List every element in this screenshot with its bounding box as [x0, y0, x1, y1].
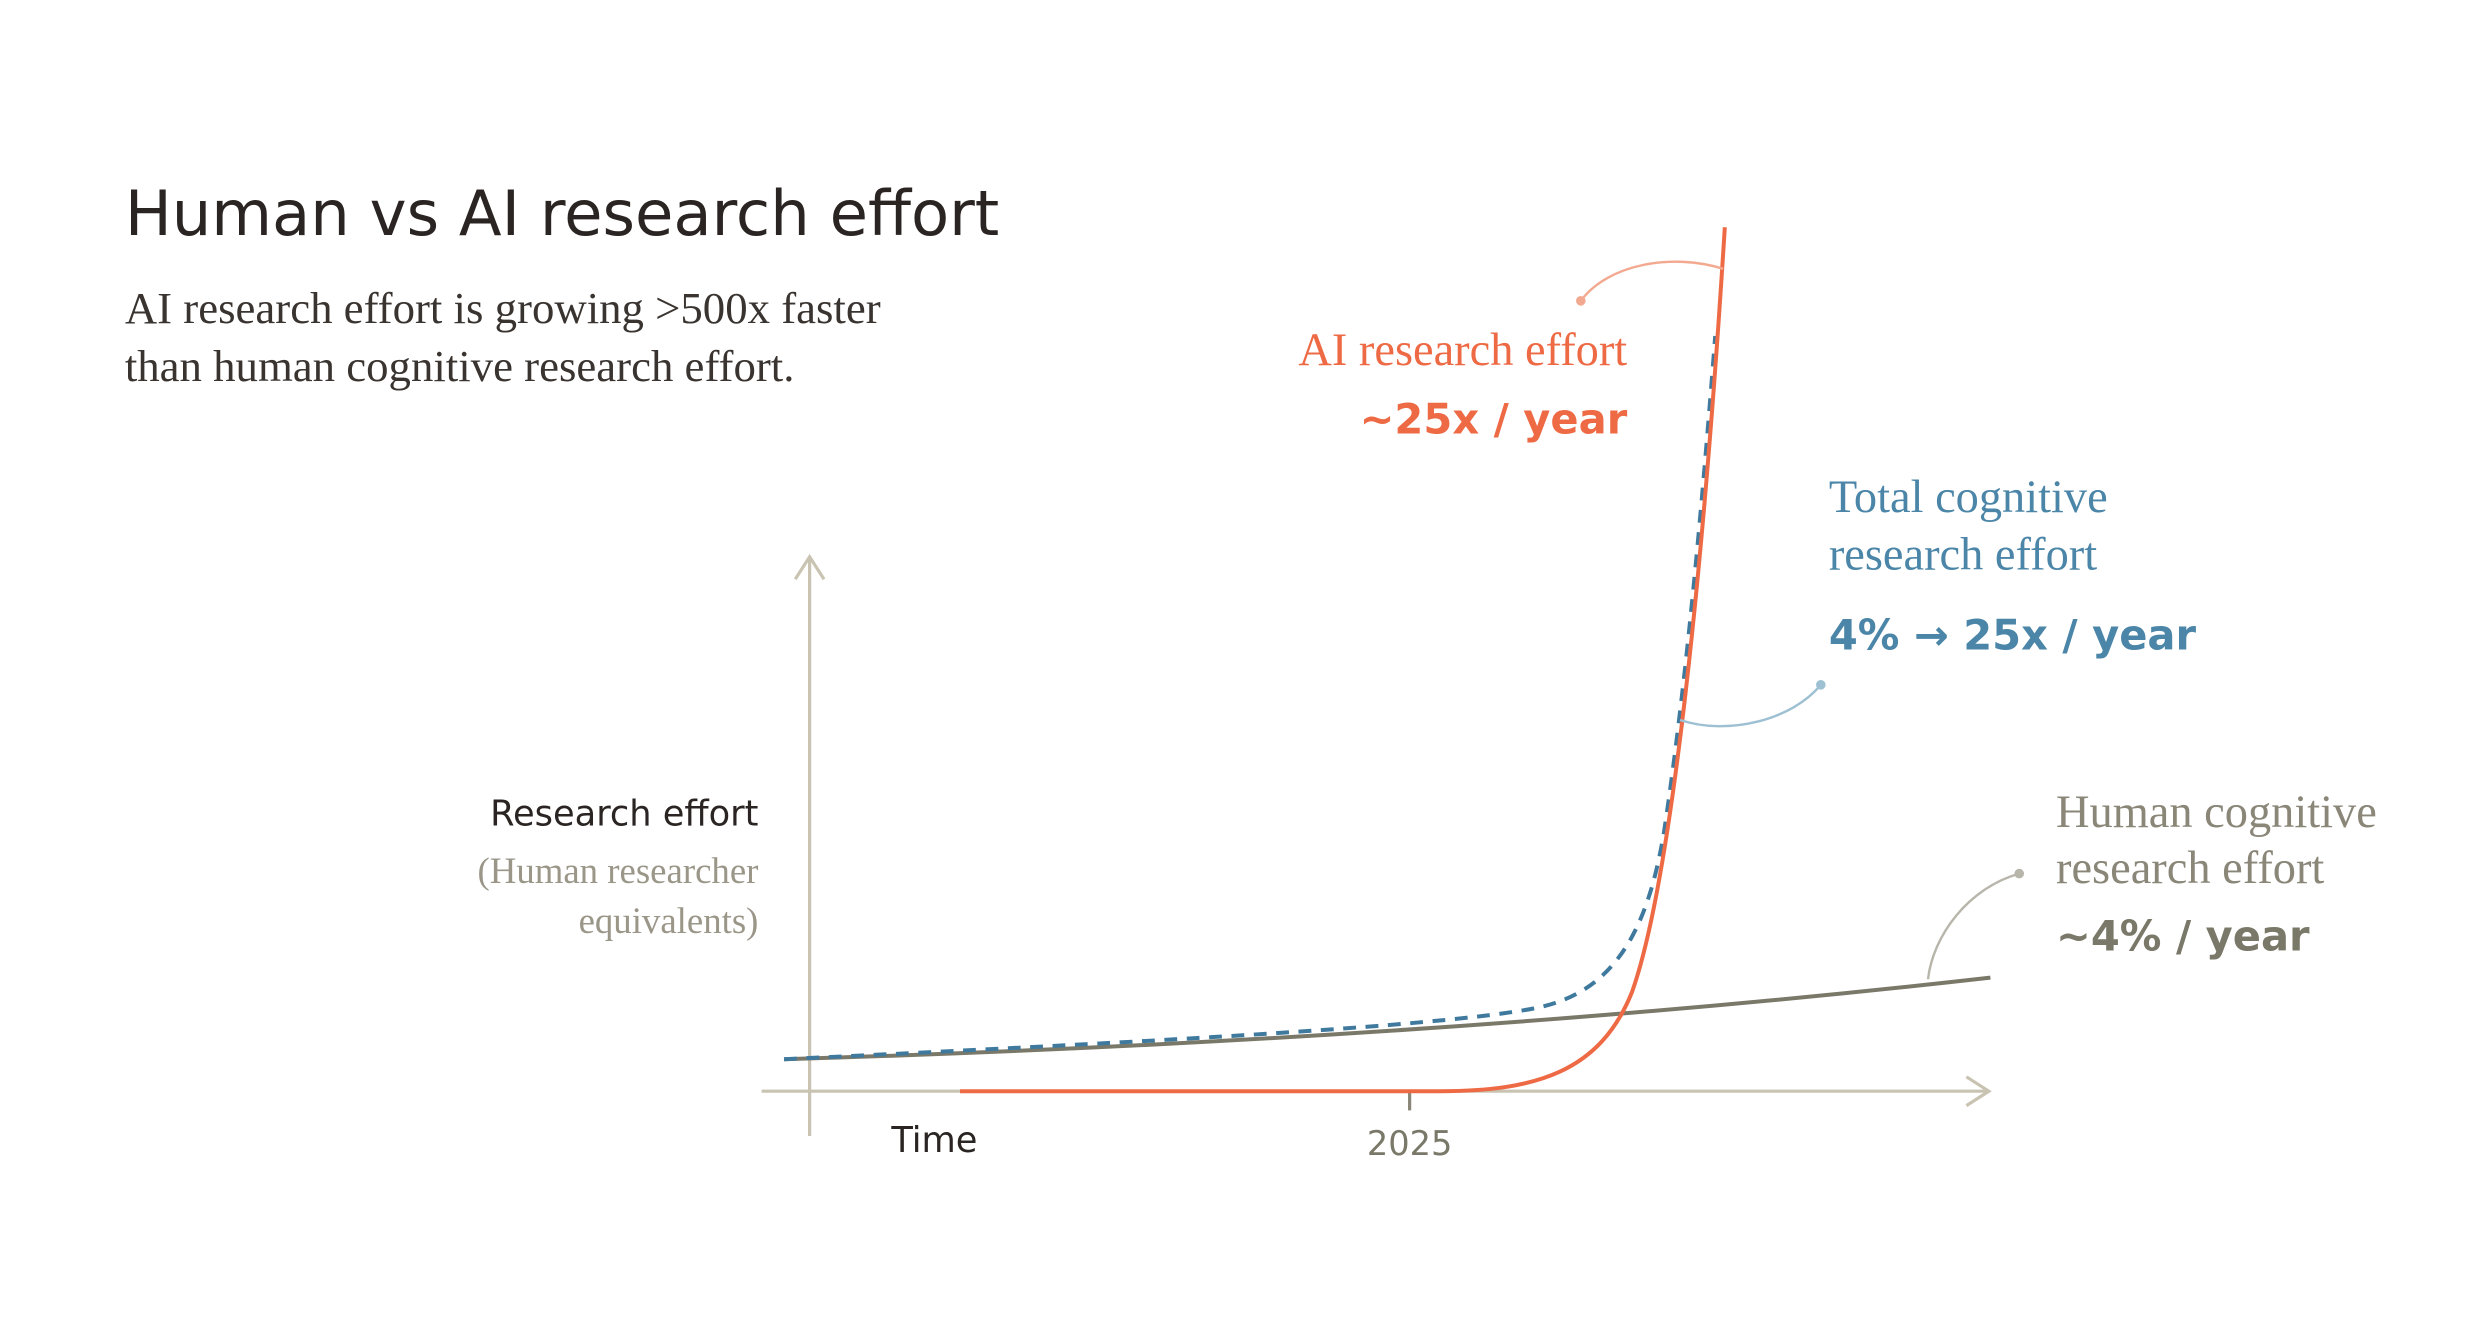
ai-curve	[960, 227, 1727, 1094]
connector-dot	[1816, 680, 1826, 690]
subtitle-line: than human cognitive research effort.	[125, 341, 795, 391]
annotation-name: AI research effort	[1298, 325, 1627, 376]
subtitle-line: AI research effort is growing >500x fast…	[125, 283, 881, 333]
y-axis-label: Research effort	[490, 794, 758, 835]
connector-dot	[1576, 296, 1586, 306]
y-axis-sublabel: (Human researcher	[477, 850, 758, 891]
chart-title: Human vs AI research effort	[125, 177, 999, 250]
x-axis-label: Time	[890, 1120, 977, 1161]
annotation-rate: ~4% / year	[2056, 911, 2310, 960]
connector	[1579, 260, 1724, 302]
annotation-name: Total cognitive	[1829, 472, 2108, 523]
annotation-name: research effort	[2056, 843, 2324, 894]
annotation-rate: ~25x / year	[1360, 395, 1628, 444]
total-curve	[783, 335, 1718, 1062]
y-axis-arrow	[793, 553, 826, 581]
x-tick-label: 2025	[1367, 1124, 1453, 1163]
connector	[1926, 872, 2020, 980]
annotation-rate: 4% → 25x / year	[1829, 611, 2197, 660]
axes	[761, 553, 1992, 1136]
annotation-name: research effort	[1829, 530, 2097, 581]
y-axis-sublabel: equivalents)	[579, 900, 759, 941]
connector	[1679, 684, 1822, 728]
annotation-name: Human cognitive	[2056, 787, 2377, 838]
connector-dot	[2014, 868, 2025, 879]
x-axis-arrow	[1965, 1075, 1992, 1107]
human-curve	[783, 975, 1991, 1062]
